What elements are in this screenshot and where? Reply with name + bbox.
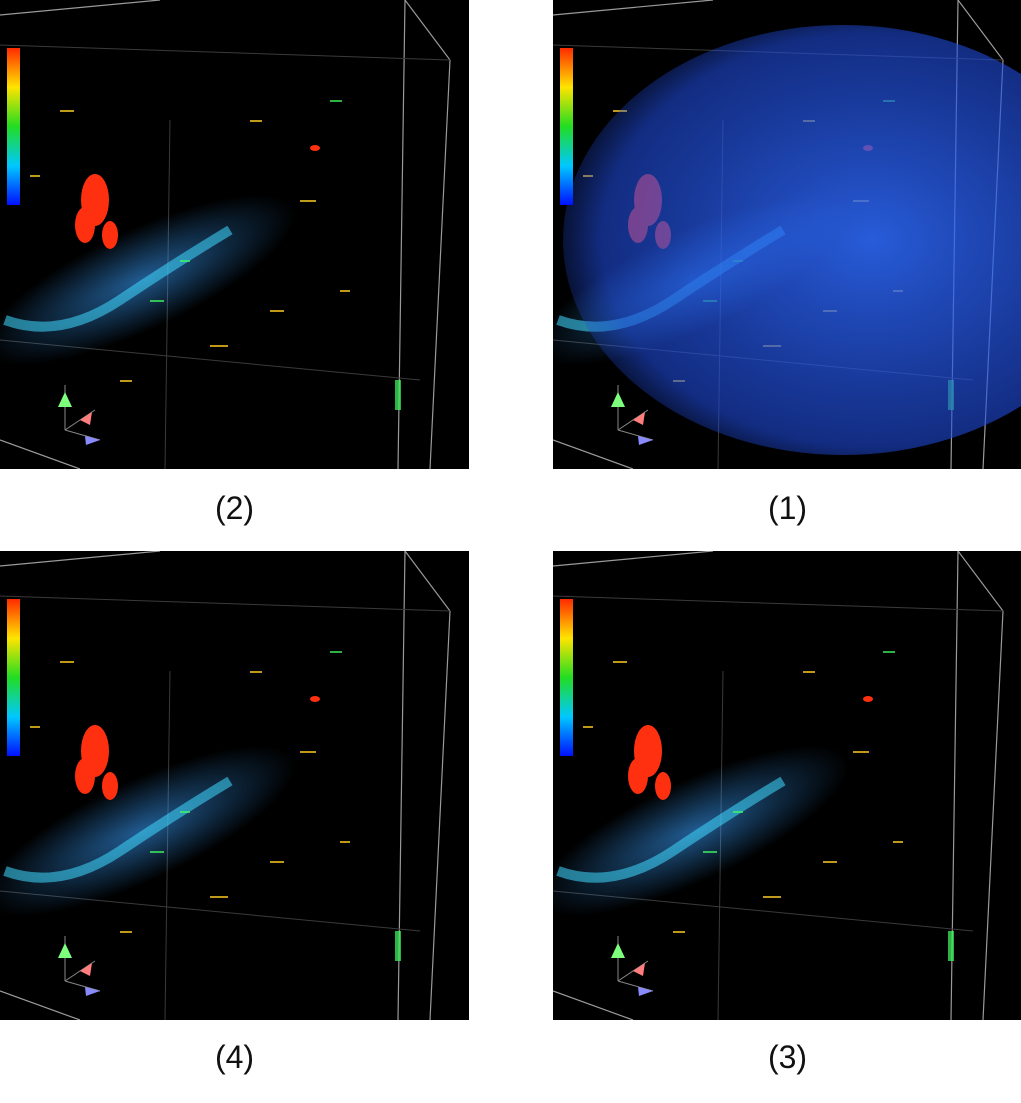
- panel-label: (3): [767, 1039, 808, 1075]
- haze: [563, 25, 1021, 455]
- render-panel: [553, 551, 1021, 1020]
- colorbar: [560, 48, 573, 205]
- render-panel: [553, 0, 1021, 469]
- render-panel: [0, 0, 469, 469]
- panel-label: (2): [214, 490, 255, 526]
- panel-label: (4): [214, 1039, 255, 1075]
- panel-label: (1): [767, 490, 808, 526]
- render-panel: [0, 551, 469, 1020]
